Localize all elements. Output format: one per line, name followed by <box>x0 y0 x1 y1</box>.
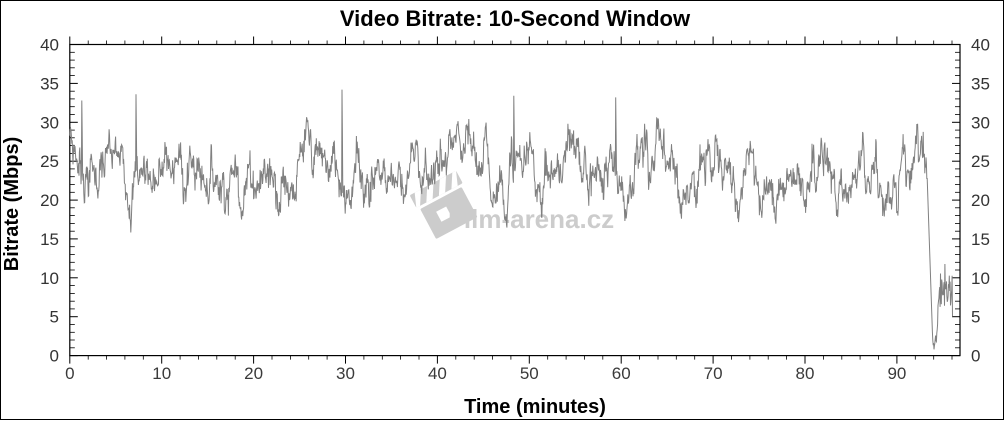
svg-text:35: 35 <box>40 74 59 93</box>
svg-text:0: 0 <box>971 347 980 366</box>
svg-text:0: 0 <box>65 364 74 383</box>
svg-text:20: 20 <box>244 364 263 383</box>
svg-text:10: 10 <box>40 269 59 288</box>
svg-text:70: 70 <box>704 364 723 383</box>
svg-text:0: 0 <box>50 347 59 366</box>
svg-text:15: 15 <box>971 230 990 249</box>
svg-text:Film-arena.cz: Film-arena.cz <box>448 204 614 234</box>
svg-text:80: 80 <box>796 364 815 383</box>
svg-text:5: 5 <box>971 308 980 327</box>
svg-text:25: 25 <box>40 152 59 171</box>
svg-text:20: 20 <box>971 191 990 210</box>
svg-text:20: 20 <box>40 191 59 210</box>
svg-text:10: 10 <box>152 364 171 383</box>
svg-text:Bitrate (Mbps): Bitrate (Mbps) <box>1 137 23 271</box>
svg-text:90: 90 <box>887 364 906 383</box>
svg-text:40: 40 <box>971 36 990 55</box>
svg-text:60: 60 <box>612 364 631 383</box>
svg-text:Video Bitrate: 10-Second Windo: Video Bitrate: 10-Second Window <box>340 6 691 31</box>
svg-text:40: 40 <box>428 364 447 383</box>
svg-text:30: 30 <box>336 364 355 383</box>
svg-text:15: 15 <box>40 230 59 249</box>
svg-text:50: 50 <box>520 364 539 383</box>
svg-text:30: 30 <box>40 113 59 132</box>
svg-text:35: 35 <box>971 74 990 93</box>
svg-text:40: 40 <box>40 36 59 55</box>
svg-text:25: 25 <box>971 152 990 171</box>
svg-text:30: 30 <box>971 113 990 132</box>
svg-text:10: 10 <box>971 269 990 288</box>
svg-text:Time (minutes): Time (minutes) <box>464 396 606 418</box>
svg-text:5: 5 <box>50 308 59 327</box>
